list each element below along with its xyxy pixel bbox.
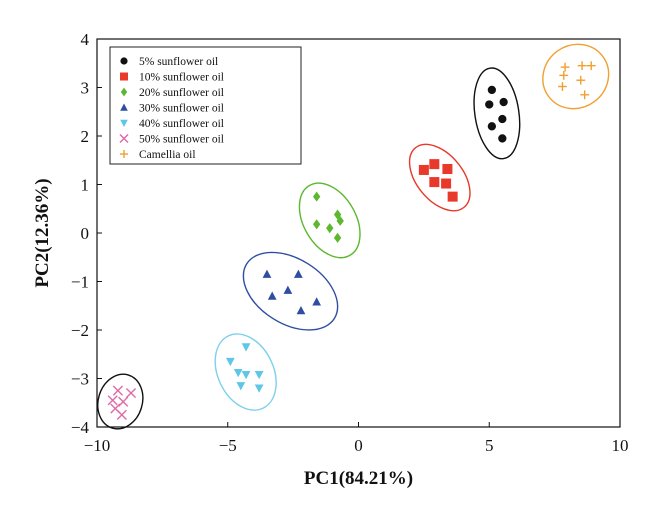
legend-item: 10% sunflower oil <box>120 72 224 84</box>
data-point <box>487 122 497 131</box>
data-point <box>429 177 440 188</box>
legend-label: 10% sunflower oil <box>139 72 224 84</box>
data-point <box>447 191 458 202</box>
data-point <box>580 90 590 100</box>
legend-label: 20% sunflower oil <box>139 87 224 99</box>
cluster-ellipse <box>97 373 144 430</box>
data-point <box>283 285 293 294</box>
data-point <box>560 62 570 72</box>
cluster-ellipse <box>473 67 521 160</box>
legend-marker <box>120 103 128 111</box>
data-point <box>576 75 586 85</box>
series-1 <box>408 143 471 212</box>
legend-marker <box>120 57 128 65</box>
legend-label: 30% sunflower oil <box>139 103 224 115</box>
legend-item: 20% sunflower oil <box>120 87 224 99</box>
data-point <box>442 163 453 174</box>
data-point <box>254 384 264 393</box>
data-point <box>225 357 235 367</box>
y-axis-title: PC2(12.36%) <box>32 178 53 287</box>
legend-marker <box>120 119 128 127</box>
data-point <box>333 232 342 243</box>
legend-marker <box>120 72 128 81</box>
y-tick-label: −3 <box>71 370 89 389</box>
data-point <box>312 219 321 230</box>
data-point <box>312 297 322 306</box>
data-point <box>236 382 246 391</box>
cluster-ellipse <box>408 143 471 212</box>
legend-box <box>109 46 302 165</box>
x-tick-label: −10 <box>84 436 111 455</box>
cluster-ellipse <box>542 43 610 110</box>
legend-item: 40% sunflower oil <box>120 118 224 130</box>
data-point <box>118 396 129 407</box>
data-point <box>499 97 508 107</box>
data-point <box>559 70 569 80</box>
cluster-ellipse <box>298 182 361 259</box>
y-tick-label: −4 <box>71 418 90 437</box>
x-tick-label: −5 <box>219 436 237 455</box>
data-point <box>441 178 452 189</box>
series-0 <box>473 67 521 160</box>
series-5 <box>97 373 144 430</box>
cluster-ellipse <box>214 333 277 411</box>
data-point <box>262 269 272 278</box>
data-point <box>577 61 587 71</box>
x-tick-label: 0 <box>354 436 363 455</box>
data-point <box>498 114 507 124</box>
y-tick-label: −2 <box>71 321 89 340</box>
data-point <box>326 223 334 234</box>
cluster-ellipse <box>242 251 339 331</box>
series-3 <box>242 251 339 331</box>
legend-item: 5% sunflower oil <box>120 56 218 68</box>
legend-marker <box>120 150 128 158</box>
x-tick-label: 10 <box>612 436 629 455</box>
legend-label: 5% sunflower oil <box>139 56 218 68</box>
data-point <box>293 269 303 278</box>
x-tick-label: 5 <box>485 436 494 455</box>
series-6 <box>542 43 610 110</box>
data-point <box>296 306 306 315</box>
y-tick-label: 2 <box>81 127 90 146</box>
data-point <box>267 291 277 300</box>
series-4 <box>214 333 277 411</box>
legend-label: 50% sunflower oil <box>139 134 224 146</box>
data-point <box>336 215 344 226</box>
data-point <box>429 159 440 170</box>
data-point <box>241 370 251 380</box>
legend-marker <box>120 87 128 97</box>
data-point <box>418 164 429 175</box>
y-tick-label: 3 <box>81 79 90 98</box>
data-point <box>485 100 494 109</box>
data-point <box>241 343 251 352</box>
legend-label: 40% sunflower oil <box>139 118 224 130</box>
legend-marker <box>119 134 129 143</box>
y-tick-label: 0 <box>81 224 90 243</box>
data-point <box>233 369 243 378</box>
data-point <box>586 61 596 71</box>
data-point <box>487 85 497 95</box>
data-point <box>254 370 264 380</box>
legend: 5% sunflower oil 10% sunflower oil 20% sun… <box>109 46 302 165</box>
data-point <box>107 395 118 406</box>
plot-area <box>97 43 610 430</box>
data-point <box>312 191 321 202</box>
data-point <box>125 387 137 399</box>
legend-item: Camellia oil <box>120 149 196 161</box>
x-axis-title: PC1(84.21%) <box>304 468 413 489</box>
data-point <box>498 134 507 143</box>
data-point <box>333 209 342 220</box>
data-point <box>112 385 124 396</box>
legend-item: 30% sunflower oil <box>120 103 224 115</box>
data-point <box>116 409 127 420</box>
legend-label: Camellia oil <box>139 149 196 161</box>
y-tick-label: 4 <box>81 30 90 49</box>
y-tick-label: 1 <box>81 176 90 195</box>
legend-item: 50% sunflower oil <box>119 134 224 146</box>
data-point <box>558 82 567 91</box>
y-tick-label: −1 <box>71 273 89 292</box>
series-2 <box>298 182 361 259</box>
